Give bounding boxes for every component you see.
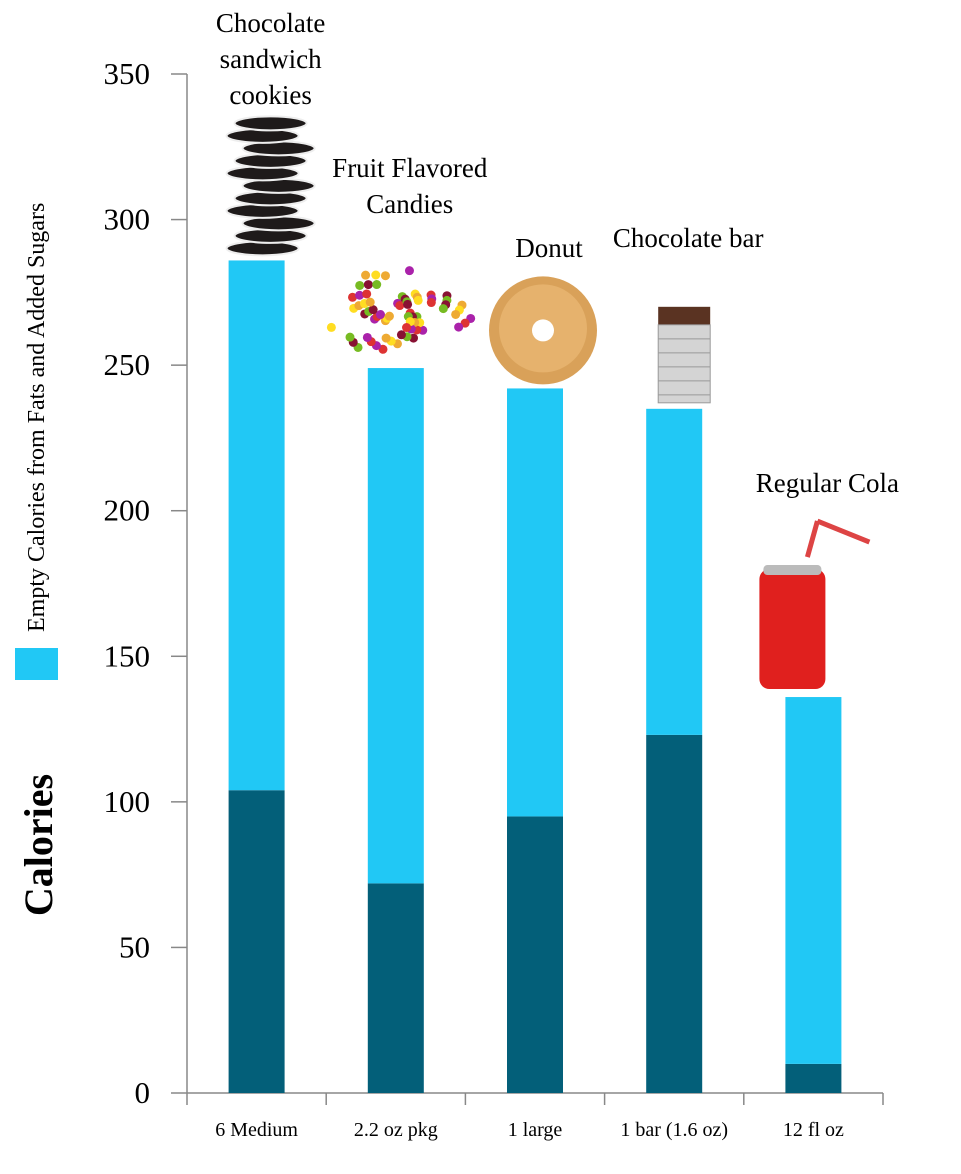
y-tick-label: 200: [104, 493, 151, 528]
y-tick-label: 50: [119, 929, 150, 964]
candy: [382, 334, 391, 343]
candy: [362, 289, 371, 298]
bar-segment: [229, 790, 285, 1093]
food-image: [213, 115, 331, 260]
food-image: [487, 272, 605, 386]
candy: [451, 310, 460, 319]
category-label: 1 large: [475, 1117, 595, 1143]
choc-foil: [658, 325, 710, 403]
candy: [363, 333, 372, 342]
y-tick-label: 300: [104, 202, 151, 237]
bar-segment: [507, 388, 563, 816]
candy: [454, 323, 463, 332]
candy: [366, 298, 375, 307]
page: Calories 0 50 100 150 200 250 300 350 Empty Calo…: [0, 0, 961, 1174]
cookie: [235, 116, 307, 130]
category-label: 1 bar (1.6 oz): [614, 1117, 734, 1143]
y-tick-label: 100: [104, 784, 151, 819]
category-label: 2.2 oz pkg: [336, 1117, 456, 1143]
food-label: Chocolate sandwich cookies: [186, 5, 356, 113]
candy: [381, 271, 390, 280]
food-label: Chocolate bar: [603, 220, 773, 256]
candy: [372, 280, 381, 289]
bar-segment: [507, 816, 563, 1093]
candy: [405, 266, 414, 275]
y-axis-label: Calories: [16, 774, 61, 916]
can-top: [763, 565, 821, 575]
bar-segment: [368, 883, 424, 1093]
bar-segment: [785, 697, 841, 1064]
candy: [402, 323, 411, 332]
donut-hole: [532, 319, 554, 341]
candy: [346, 333, 355, 342]
candy: [361, 271, 370, 280]
candy: [403, 300, 412, 309]
candy: [385, 312, 394, 321]
candy: [364, 280, 373, 289]
y-tick-label: 350: [104, 56, 151, 91]
food-label: Regular Cola: [742, 465, 912, 501]
food-label: Fruit Flavored Candies: [325, 150, 495, 222]
candy: [397, 330, 406, 339]
candy: [371, 270, 380, 279]
food-image: [327, 265, 476, 362]
candy: [439, 304, 448, 313]
candy: [376, 310, 385, 319]
category-label: 12 fl oz: [753, 1117, 873, 1143]
y-tick-label: 250: [104, 347, 151, 382]
bar-segment: [646, 409, 702, 735]
candy: [427, 298, 436, 307]
bar-segment: [368, 368, 424, 883]
category-label: 6 Medium: [197, 1117, 317, 1143]
food-image: [658, 307, 710, 403]
candy: [355, 281, 364, 290]
can: [759, 569, 825, 689]
bar-segment: [646, 735, 702, 1093]
legend-swatch: [15, 648, 58, 680]
y-tick-label: 0: [135, 1075, 151, 1110]
legend-label: Empty Calories from Fats and Added Sugar…: [24, 203, 50, 632]
bar-segment: [229, 260, 285, 790]
candy: [414, 296, 423, 305]
candy: [327, 323, 336, 332]
bar-segment: [785, 1064, 841, 1093]
food-image: [721, 506, 871, 696]
y-tick-label: 150: [104, 638, 151, 673]
